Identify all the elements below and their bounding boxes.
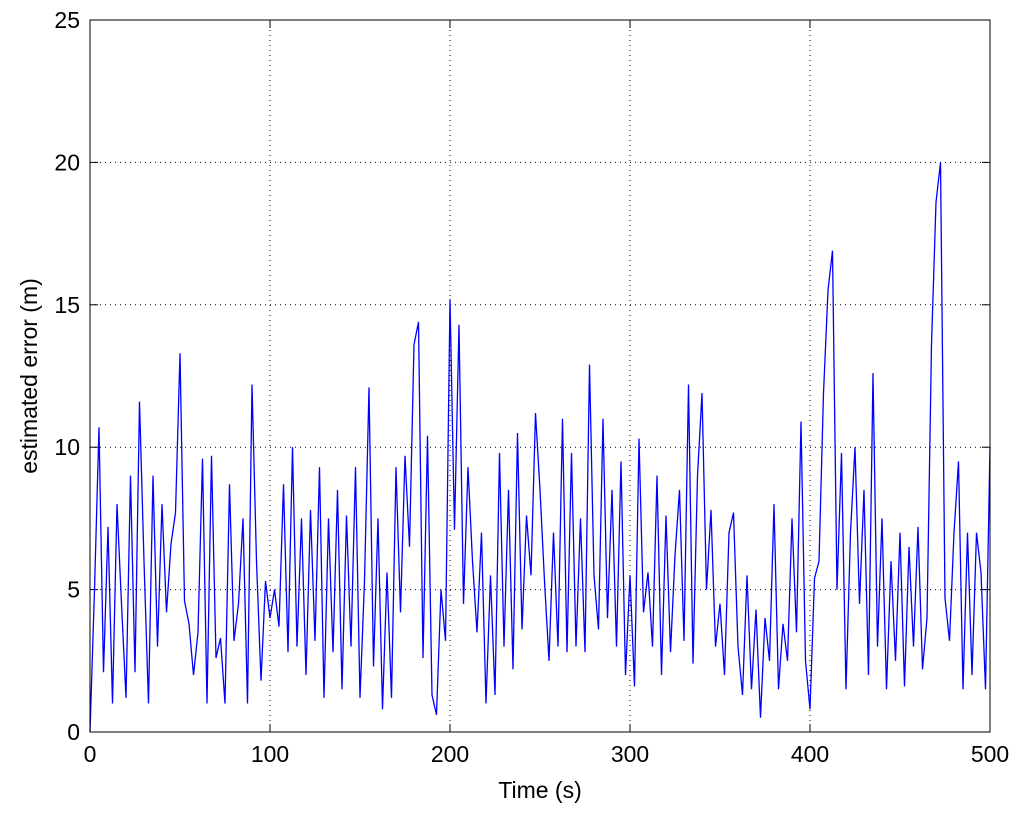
x-tick-label: 300 <box>611 741 649 767</box>
x-tick-label: 500 <box>971 741 1009 767</box>
x-tick-label: 100 <box>251 741 289 767</box>
y-tick-label: 10 <box>54 434 80 460</box>
plot-frame <box>89 19 991 733</box>
data-line <box>89 162 991 733</box>
y-axis-label: estimated error (m) <box>16 278 42 474</box>
y-tick-label: 15 <box>54 292 80 318</box>
x-tick-label: 400 <box>791 741 829 767</box>
y-tick-label: 25 <box>54 7 80 33</box>
x-axis-label: Time (s) <box>498 777 581 803</box>
y-tick-label: 0 <box>67 719 80 745</box>
y-tick-label: 20 <box>54 149 80 175</box>
x-tick-label: 200 <box>431 741 469 767</box>
y-tick-label: 5 <box>67 577 80 603</box>
x-tick-label: 0 <box>84 741 97 767</box>
